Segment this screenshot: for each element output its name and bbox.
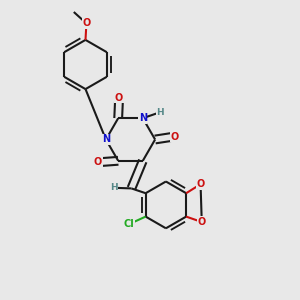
Text: H: H (110, 183, 118, 192)
Text: O: O (196, 179, 205, 189)
Text: Cl: Cl (124, 219, 134, 229)
Text: N: N (139, 113, 147, 123)
Text: O: O (115, 93, 123, 103)
Text: O: O (170, 131, 179, 142)
Text: N: N (102, 134, 110, 145)
Text: H: H (156, 108, 164, 117)
Text: O: O (82, 18, 91, 28)
Text: O: O (94, 157, 102, 167)
Text: O: O (198, 217, 206, 227)
